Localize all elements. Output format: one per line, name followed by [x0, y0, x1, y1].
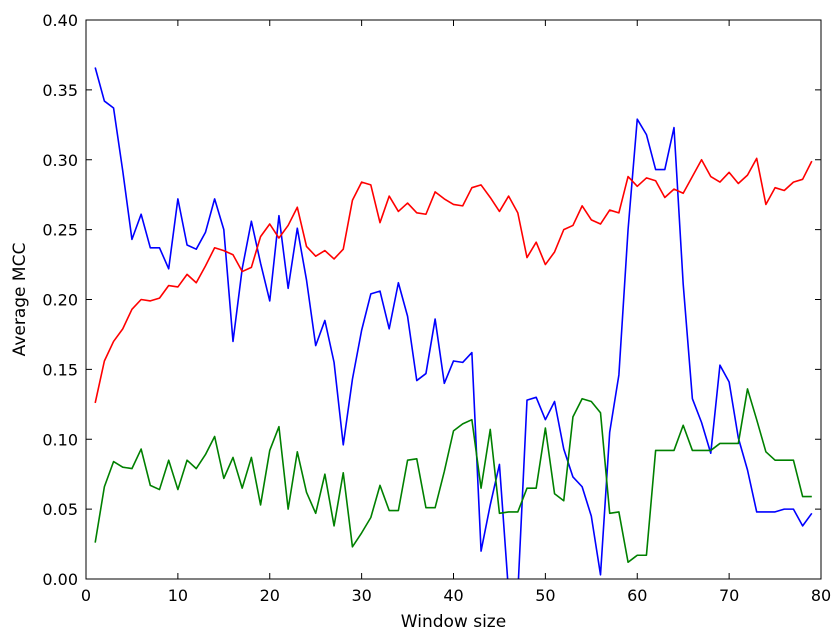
x-tick-label: 0	[81, 586, 91, 605]
y-tick-label: 0.35	[42, 81, 78, 100]
series-layer	[94, 67, 813, 579]
tick-layer: 0 10 20 30 40 50 60 70 80 0.00 0.05 0.10 0.15 0.20 0.2…	[42, 11, 831, 605]
series-line-2	[94, 157, 813, 404]
series-line-3	[94, 388, 812, 564]
x-tick-label: 50	[535, 586, 555, 605]
x-tick-label: 30	[351, 586, 371, 605]
y-tick-label: 0.00	[42, 570, 78, 589]
y-tick-label: 0.05	[42, 500, 78, 519]
x-tick-label: 10	[168, 586, 188, 605]
x-tick-label: 40	[443, 586, 463, 605]
y-axis-label: Average MCC	[10, 243, 30, 357]
y-tick-label: 0.10	[42, 430, 78, 449]
y-tick-label: 0.30	[42, 151, 78, 170]
y-tick-label: 0.40	[42, 11, 78, 30]
x-tick-label: 70	[719, 586, 739, 605]
x-tick-label: 20	[260, 586, 280, 605]
series-line-1	[94, 67, 813, 579]
plot-background	[86, 20, 821, 579]
plot-frame	[85, 19, 822, 580]
x-tick-label: 60	[627, 586, 647, 605]
x-tick-label: 80	[811, 586, 831, 605]
x-axis-label: Window size	[401, 612, 506, 632]
y-tick-label: 0.15	[42, 360, 78, 379]
y-tick-label: 0.20	[42, 291, 78, 310]
y-tick-label: 0.25	[42, 221, 78, 240]
